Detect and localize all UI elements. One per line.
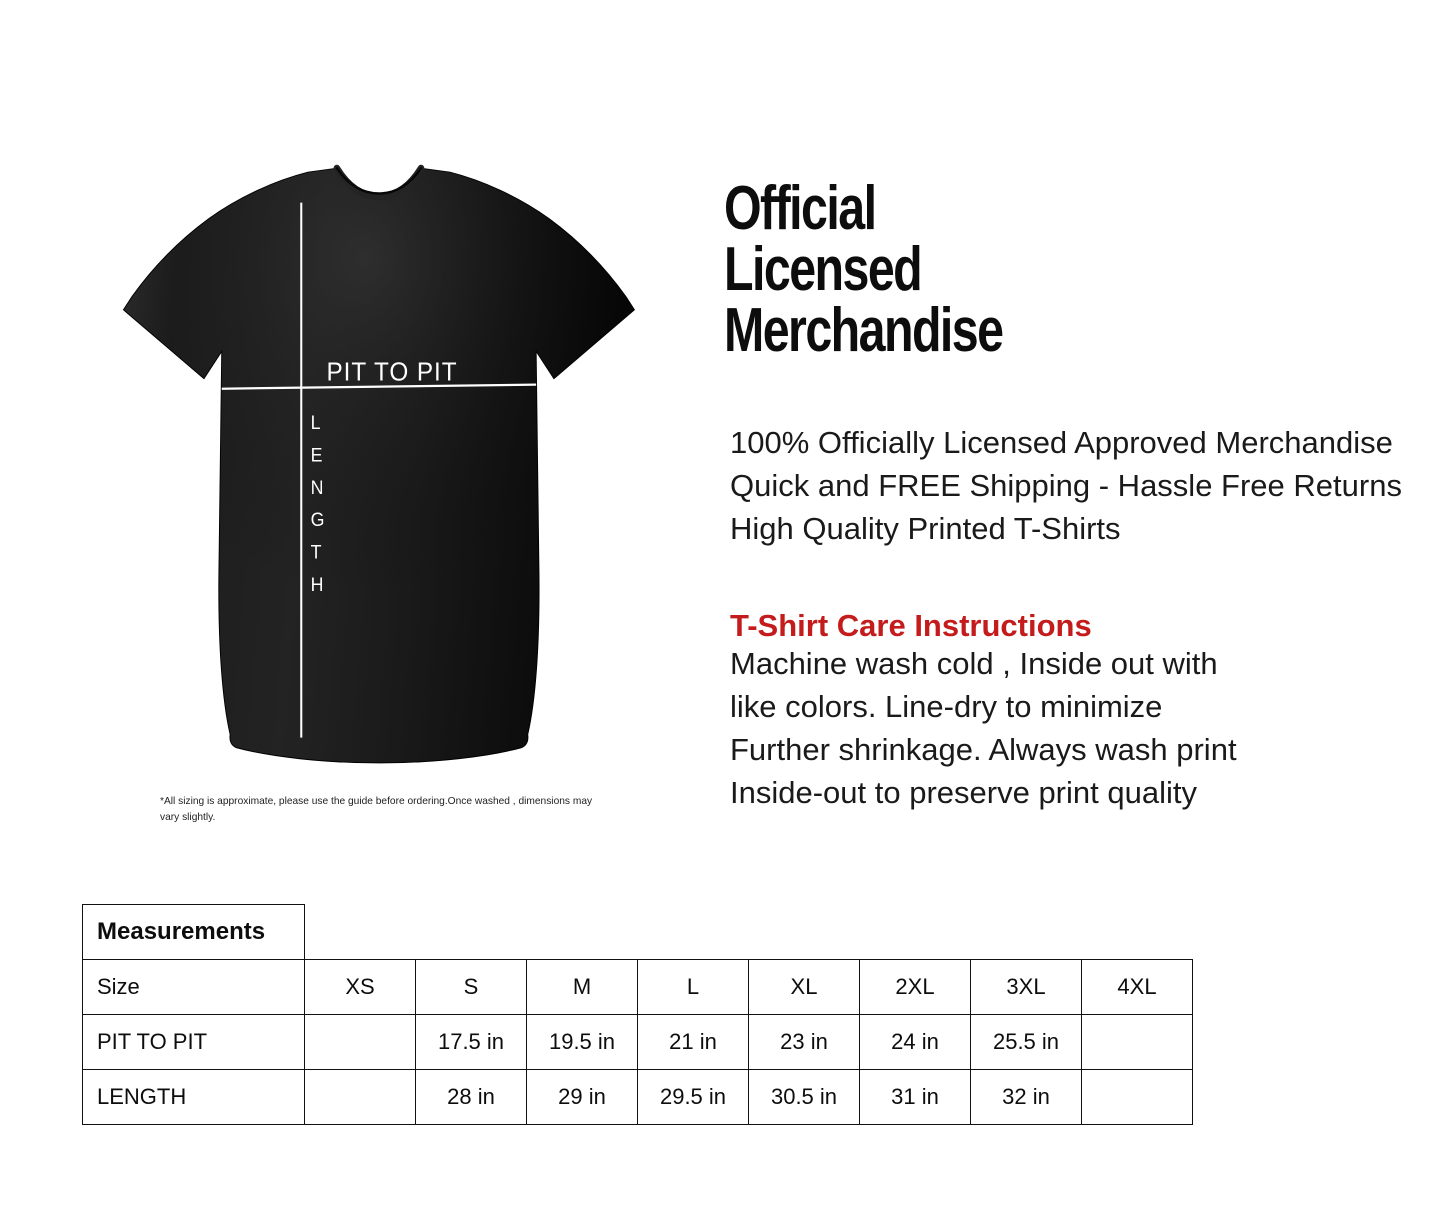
svg-text:N: N — [311, 476, 326, 498]
svg-text:E: E — [311, 444, 325, 466]
svg-text:L: L — [311, 412, 323, 434]
svg-text:PIT TO PIT: PIT TO PIT — [327, 358, 458, 387]
svg-text:T: T — [311, 541, 324, 563]
svg-text:H: H — [311, 573, 326, 595]
svg-text:G: G — [311, 509, 327, 531]
